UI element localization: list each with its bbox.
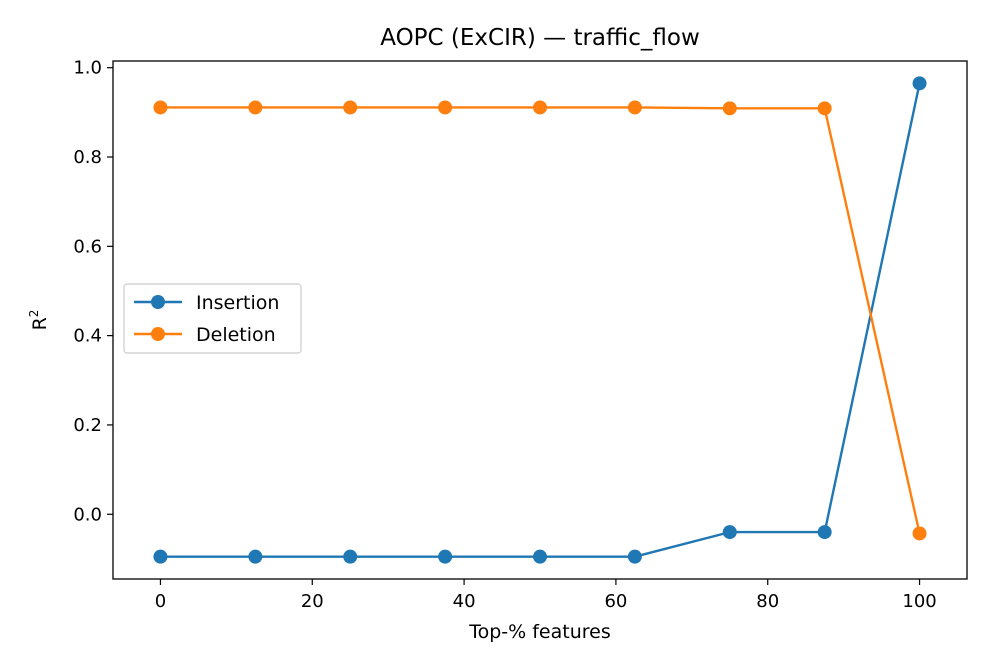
y-tick-label: 0.0 [73,504,102,525]
legend-label: Deletion [196,324,276,346]
y-tick-label: 0.2 [73,415,102,436]
x-tick-label: 80 [756,591,779,612]
y-axis-label-base: R [29,317,51,330]
legend-label: Insertion [196,292,279,314]
data-point-deletion [912,526,927,541]
data-point-insertion [722,525,737,540]
legend-item-insertion: Insertion [134,292,279,314]
chart-title: AOPC (ExCIR) — traffic_flow [380,25,700,51]
series-deletion [153,100,927,541]
x-tick-label: 20 [301,591,324,612]
y-axis: 0.0 0.2 0.4 0.6 0.8 1.0 [73,58,113,525]
y-axis-label-superscript: 2 [27,310,41,318]
plot-area [153,76,927,564]
y-axis-label: R2 [27,310,51,331]
data-point-deletion [627,100,642,115]
data-point-deletion [153,100,168,115]
y-tick-label: 1.0 [73,58,102,79]
series-insertion [153,76,927,564]
data-point-deletion [722,101,737,116]
x-tick-label: 60 [604,591,627,612]
data-point-insertion [533,549,547,564]
plot-frame [112,60,968,580]
x-axis: 0 20 40 60 80 100 [155,579,937,612]
y-tick-label: 0.4 [73,326,102,347]
legend-marker [151,295,165,309]
data-point-deletion [817,101,832,116]
data-point-deletion [248,100,263,115]
data-point-insertion [343,549,358,564]
x-tick-label: 40 [453,591,476,612]
data-point-insertion [438,549,453,564]
data-point-deletion [343,100,358,115]
x-axis-label: Top-% features [468,621,611,643]
data-point-insertion [627,549,642,564]
data-point-insertion [153,549,168,564]
x-tick-label: 100 [902,591,936,612]
data-point-insertion [817,525,832,540]
x-tick-label: 0 [155,591,166,612]
data-point-deletion [438,100,453,115]
data-point-deletion [533,100,547,115]
data-point-insertion [248,549,263,564]
legend: Insertion Deletion [123,283,302,354]
y-tick-label: 0.6 [73,236,102,257]
data-point-insertion [912,76,927,91]
y-tick-label: 0.8 [73,147,102,168]
legend-item-deletion: Deletion [134,324,276,346]
legend-marker [151,327,165,341]
